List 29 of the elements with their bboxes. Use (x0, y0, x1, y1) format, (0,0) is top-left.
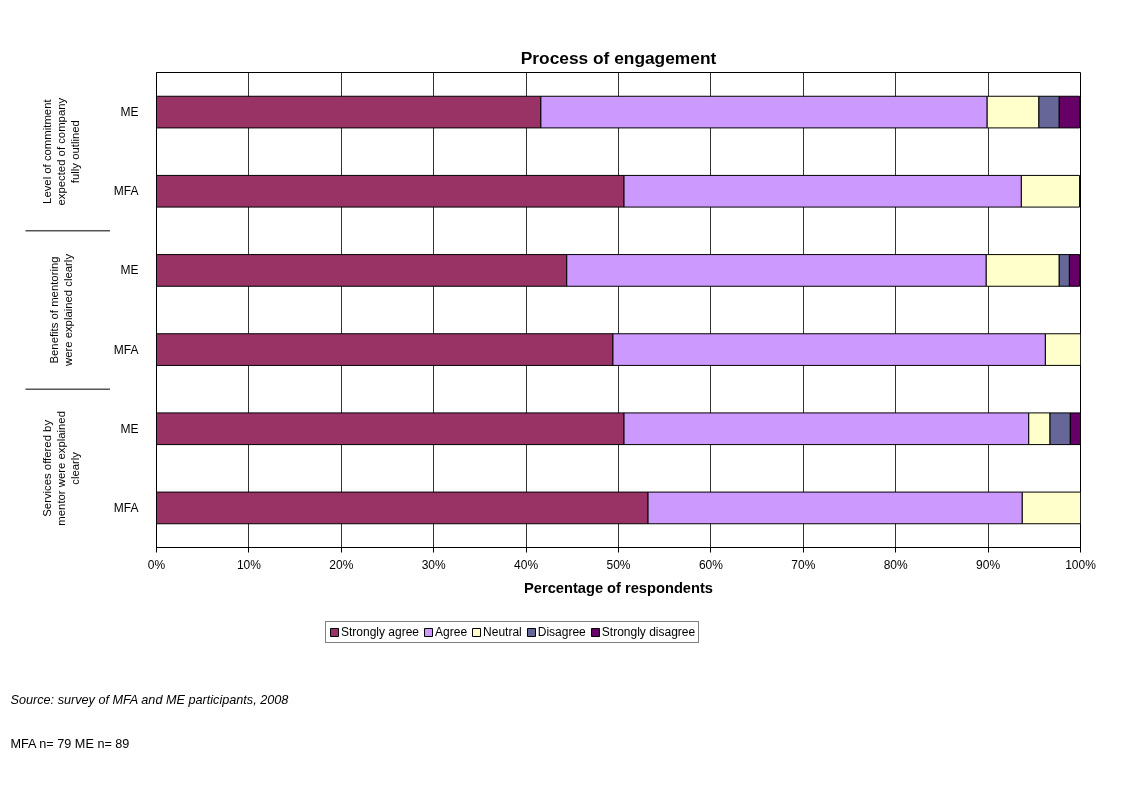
y-tick-label: MFA (113, 500, 139, 515)
source-note: Source: survey of MFA and ME participants, 2008 (10, 692, 289, 707)
x-tick-label: 60% (698, 557, 724, 572)
chart-title: Process of engagement (520, 47, 717, 68)
y-tick-label: ME (120, 421, 139, 436)
text: Level of commitment expected of company fully outlined (40, 97, 81, 206)
x-tick-label: 20% (329, 557, 354, 572)
x-tick-label: 100% (1065, 557, 1097, 572)
x-tick-label: 10% (236, 557, 262, 572)
legend-label: Strongly disagree (601, 625, 696, 639)
x-tick-label: 50% (606, 557, 631, 572)
legend-label: Disagree (537, 625, 586, 639)
text: MFA n= 79 ME n= 89 (10, 736, 130, 751)
y-tick-label: MFA (113, 342, 139, 357)
y-tick-label: ME (120, 105, 139, 120)
text: Services offered by mentor were explained clearly (40, 411, 81, 526)
legend-label: Strongly agree (341, 625, 420, 639)
legend-label: Agree (435, 625, 468, 639)
x-tick-label: 70% (791, 557, 816, 572)
legend-label: Neutral (483, 625, 522, 639)
x-tick-label: 40% (514, 557, 539, 572)
y-tick-label: MFA (113, 184, 139, 199)
text: Benefits of mentoring were explained clearly (47, 253, 74, 368)
y-tick-label: ME (120, 263, 139, 278)
x-tick-label: 90% (976, 557, 1001, 572)
x-axis-title: Percentage of respondents (524, 579, 713, 596)
x-tick-label: 30% (421, 557, 447, 572)
x-tick-label: 80% (883, 557, 909, 572)
x-tick-label: 0% (147, 557, 166, 572)
